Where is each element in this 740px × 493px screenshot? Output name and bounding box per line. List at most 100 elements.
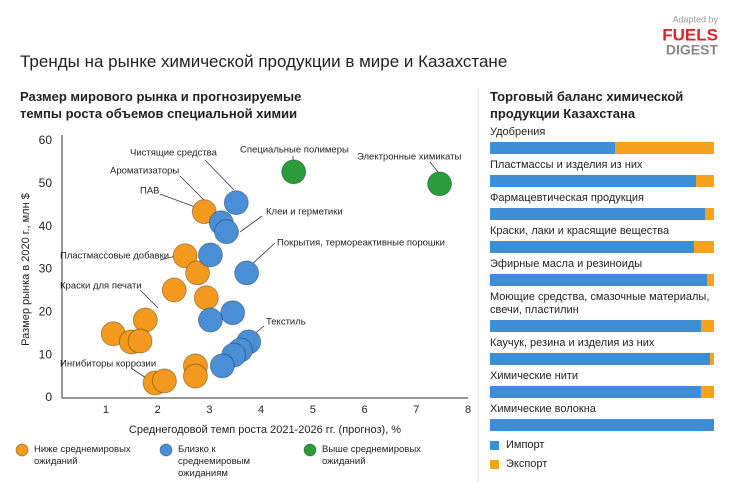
y-tick-label: 40	[39, 219, 53, 233]
bubble	[281, 159, 307, 185]
bubble	[193, 285, 219, 311]
annotation: Специальные полимеры	[240, 145, 349, 156]
bar-row: Моющие средства, смазочные материалы, св…	[490, 291, 716, 332]
annotation-leader	[249, 242, 276, 267]
y-tick-label: 30	[39, 262, 53, 276]
logo-adapted: Adapted by	[672, 14, 718, 24]
bar-segment	[705, 208, 714, 220]
legend-label: Импорт	[506, 439, 545, 451]
x-tick-label: 8	[465, 404, 471, 416]
scatter-title-line: темпы роста объемов специальной химии	[20, 106, 298, 121]
bar-row: Химические нити	[490, 370, 716, 398]
bubble	[427, 171, 453, 197]
annotation: Краски для печати	[60, 281, 142, 292]
bar-segment	[693, 241, 714, 253]
legend-label: Экспорт	[506, 458, 548, 470]
x-tick-label: 6	[361, 404, 367, 416]
bubble	[220, 300, 246, 326]
bar-track	[490, 241, 714, 253]
category-label: Фармацевтическая продукция	[490, 192, 644, 204]
annotation-leader	[204, 159, 235, 191]
category-label: Краски, лаки и красящие вещества	[490, 225, 670, 237]
bar-segment	[490, 274, 708, 286]
category-label: Химические волокна	[490, 403, 596, 415]
annotation: Покрытия, термореактивные порошки	[277, 238, 445, 249]
category-label: Химические нити	[490, 370, 579, 382]
x-tick-label: 7	[413, 404, 419, 416]
annotation-leader	[239, 215, 263, 233]
bubble	[185, 260, 211, 286]
bar-track	[490, 175, 714, 187]
legend-label: Выше среднемировых ожиданий	[322, 444, 421, 467]
annotation: Клеи и герметики	[266, 207, 343, 218]
annotation-leader	[179, 175, 205, 201]
bar-row: Химические волокна	[490, 403, 716, 431]
bar-row: Эфирные масла и резиноиды	[490, 258, 716, 286]
bubble	[209, 353, 235, 379]
annotation: Электронные химикаты	[357, 152, 461, 163]
bubble	[223, 190, 249, 216]
scatter-title-line: Размер мирового рынка и прогнозируемые	[20, 89, 302, 104]
bar-row: Пластмассы и изделия из них	[490, 159, 716, 187]
bar-segment	[490, 175, 697, 187]
x-tick-label: 2	[155, 404, 161, 416]
bar-track	[490, 419, 714, 431]
legend-swatch	[303, 443, 317, 457]
bar-segment	[490, 419, 714, 431]
bar-segment	[615, 142, 714, 154]
bar-track	[490, 142, 714, 154]
category-label: Моющие средства, смазочные материалы, св…	[490, 291, 710, 316]
bar-segment	[707, 274, 714, 286]
bubble	[191, 199, 217, 225]
x-tick-label: 4	[258, 404, 264, 416]
bubble	[234, 260, 260, 286]
bar-track	[490, 386, 714, 398]
bar-segment	[490, 142, 616, 154]
category-label: Удобрения	[490, 126, 546, 138]
bar-segment	[700, 386, 714, 398]
legend-swatch	[490, 441, 499, 450]
bar-row: Удобрения	[490, 126, 716, 154]
x-axis-label: Среднегодовой темп роста 2021-2026 гг. (…	[129, 424, 401, 436]
x-tick-label: 1	[103, 404, 109, 416]
category-label: Эфирные масла и резиноиды	[490, 258, 643, 270]
logo-digest: DIGEST	[666, 42, 719, 58]
bubble	[172, 243, 198, 269]
bubble	[197, 307, 223, 333]
y-tick-label: 50	[39, 176, 53, 190]
bar-track	[490, 320, 714, 332]
bar-segment	[490, 353, 710, 365]
legend-label: Близко к среднемировым ожиданиям	[178, 444, 250, 479]
y-tick-label: 10	[39, 347, 53, 361]
bar-row: Фармацевтическая продукция	[490, 192, 716, 220]
bar-title-line: Торговый баланс химической	[490, 89, 684, 104]
legend-swatch	[490, 460, 499, 469]
page-title: Тренды на рынке химической продукции в м…	[20, 52, 508, 71]
bar-segment	[490, 241, 694, 253]
bar-segment	[709, 353, 714, 365]
bar-title-line: продукции Казахстана	[490, 106, 636, 121]
annotation: Ароматизаторы	[110, 166, 179, 177]
bar-segment	[490, 320, 701, 332]
bar-segment	[490, 208, 706, 220]
annotation-leader	[139, 289, 159, 309]
bar-segment	[696, 175, 714, 187]
bar-title: Торговый баланс химической продукции Каз…	[490, 88, 683, 122]
bubble	[197, 242, 223, 268]
bar-segment	[700, 320, 714, 332]
annotation: Ингибиторы коррозии	[60, 359, 156, 370]
category-label: Пластмассы и изделия из них	[490, 159, 643, 171]
x-tick-label: 3	[206, 404, 212, 416]
legend-label: Ниже среднемировых ожиданий	[34, 444, 131, 467]
y-tick-label: 0	[45, 390, 52, 404]
bar-row: Каучук, резина и изделия из них	[490, 337, 716, 365]
legend-swatch	[159, 443, 173, 457]
annotation: Пластмассовые добавки	[60, 251, 169, 262]
bubble	[182, 363, 208, 389]
scatter-title: Размер мирового рынка и прогнозируемые т…	[20, 88, 301, 122]
y-tick-label: 20	[39, 305, 53, 319]
annotation: ПАВ	[140, 186, 160, 197]
y-tick-label: 60	[39, 133, 53, 147]
